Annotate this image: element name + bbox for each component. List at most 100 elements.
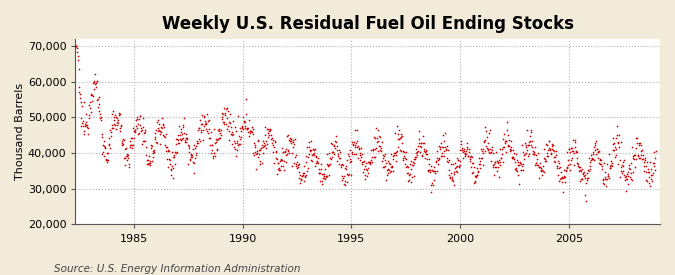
Point xyxy=(278,163,289,168)
Point xyxy=(173,133,184,137)
Point xyxy=(124,165,134,169)
Point xyxy=(390,153,401,158)
Point xyxy=(80,122,90,127)
Point xyxy=(621,189,632,193)
Point xyxy=(344,160,355,164)
Point xyxy=(461,148,472,153)
Point xyxy=(437,145,448,149)
Point xyxy=(470,174,481,178)
Point xyxy=(400,157,411,161)
Point xyxy=(556,180,567,184)
Point xyxy=(362,168,373,172)
Point xyxy=(119,156,130,161)
Point xyxy=(554,177,565,181)
Point xyxy=(566,145,576,150)
Point xyxy=(540,159,551,163)
Point xyxy=(360,177,371,181)
Point xyxy=(83,126,94,130)
Point xyxy=(150,136,161,141)
Point xyxy=(356,160,367,164)
Point xyxy=(605,164,616,169)
Point xyxy=(362,160,373,164)
Point xyxy=(394,148,405,152)
Point xyxy=(317,172,328,177)
Point xyxy=(315,171,325,175)
Point xyxy=(303,152,314,156)
Point xyxy=(290,137,300,141)
Point xyxy=(199,122,210,127)
Point xyxy=(387,154,398,158)
Point xyxy=(463,153,474,158)
Point xyxy=(522,128,533,133)
Point xyxy=(134,114,145,118)
Point xyxy=(539,156,550,160)
Point xyxy=(468,169,479,174)
Point xyxy=(294,176,304,180)
Point xyxy=(547,144,558,148)
Point xyxy=(96,118,107,122)
Point xyxy=(75,100,86,104)
Point xyxy=(159,143,170,147)
Point xyxy=(373,133,384,138)
Point xyxy=(344,154,354,159)
Point xyxy=(86,110,97,114)
Point xyxy=(285,136,296,141)
Point xyxy=(169,155,180,160)
Point xyxy=(481,129,491,134)
Point xyxy=(493,161,504,166)
Point xyxy=(508,148,518,152)
Point xyxy=(548,143,559,147)
Point xyxy=(608,147,618,152)
Point xyxy=(472,173,483,177)
Point xyxy=(517,142,528,147)
Point xyxy=(474,162,485,166)
Point xyxy=(333,154,344,158)
Point xyxy=(332,144,343,148)
Point xyxy=(76,104,87,108)
Point xyxy=(109,123,120,128)
Point xyxy=(248,132,259,136)
Point xyxy=(249,141,260,145)
Point xyxy=(604,166,615,170)
Point xyxy=(367,160,377,165)
Point xyxy=(415,141,426,145)
Point xyxy=(273,161,284,165)
Point xyxy=(436,141,447,146)
Point xyxy=(134,116,144,121)
Point xyxy=(165,158,176,163)
Point xyxy=(88,87,99,91)
Point xyxy=(371,145,381,150)
Point xyxy=(72,50,82,55)
Point xyxy=(649,168,660,172)
Point xyxy=(641,178,652,183)
Point xyxy=(99,145,110,150)
Y-axis label: Thousand Barrels: Thousand Barrels xyxy=(15,83,25,180)
Point xyxy=(247,126,258,131)
Point xyxy=(174,133,185,137)
Point xyxy=(501,149,512,154)
Point xyxy=(587,155,597,160)
Point xyxy=(173,138,184,142)
Point xyxy=(387,163,398,168)
Point xyxy=(608,142,619,146)
Point xyxy=(209,151,219,155)
Point xyxy=(458,150,468,155)
Point xyxy=(256,142,267,147)
Point xyxy=(297,173,308,178)
Point xyxy=(193,126,204,130)
Point xyxy=(532,157,543,161)
Point xyxy=(634,142,645,147)
Point xyxy=(522,143,533,148)
Point xyxy=(632,154,643,158)
Point xyxy=(292,159,302,164)
Point xyxy=(492,165,503,169)
Point xyxy=(192,141,202,145)
Point xyxy=(230,129,241,133)
Point xyxy=(282,148,293,153)
Point xyxy=(277,150,288,155)
Point xyxy=(94,109,105,113)
Point xyxy=(572,160,583,165)
Point xyxy=(506,138,516,143)
Point xyxy=(300,174,310,178)
Point xyxy=(176,130,187,134)
